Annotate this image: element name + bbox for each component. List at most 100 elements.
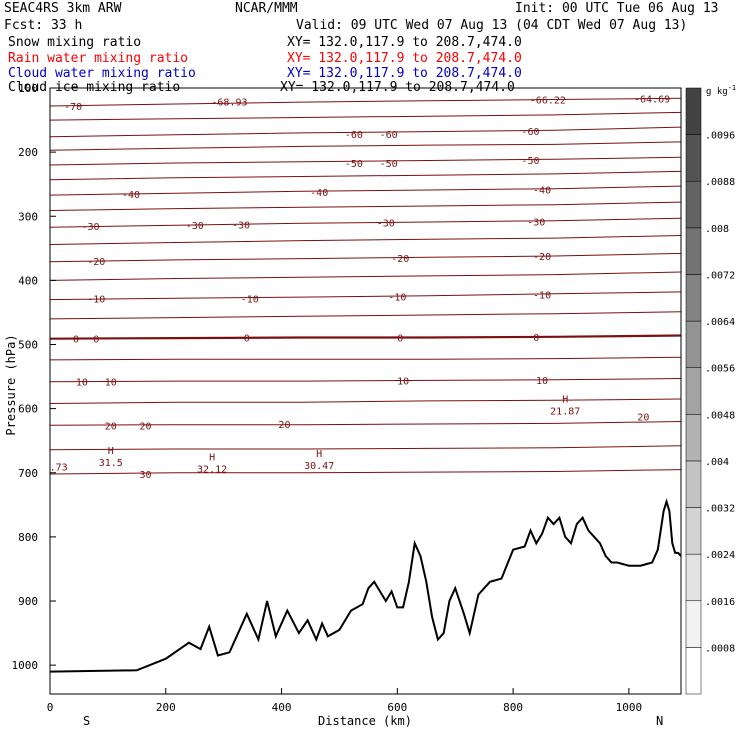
contour-label: 0	[244, 333, 250, 344]
contour-label: -60	[521, 127, 539, 138]
y-tick-label: 300	[18, 210, 38, 223]
colorbar-swatch	[685, 274, 702, 322]
contour-label: -10	[241, 294, 259, 305]
isotherm-minus-35	[50, 201, 681, 211]
x-tick-label: 400	[272, 701, 292, 714]
isotherm-minus-5	[50, 311, 681, 320]
contour-label: -30	[81, 222, 99, 233]
contour-label: 20	[139, 421, 151, 432]
colorbar-level: .008	[705, 224, 729, 235]
legend-unit: g kg-1	[706, 84, 736, 97]
isotherm-25	[50, 445, 681, 451]
contour-label: -50	[521, 156, 539, 167]
colorbar-level: .0032	[705, 504, 735, 515]
contour-label: .73	[50, 462, 68, 473]
contour-label: -10	[533, 290, 551, 301]
contour-label: -66.22	[530, 96, 566, 107]
colorbar-swatch	[685, 134, 702, 182]
y-tick-label: 500	[18, 339, 38, 352]
colorbar-swatch	[685, 87, 702, 135]
y-tick-label: 400	[18, 274, 38, 287]
colorbar-swatch	[685, 507, 702, 555]
init-time: Init: 00 UTC Tue 06 Aug 13	[515, 1, 719, 16]
field-xy-rain: XY= 132.0,117.9 to 208.7,474.0	[287, 51, 522, 66]
contour-label: -50	[380, 159, 398, 170]
extremum-value: 32.12	[197, 464, 227, 475]
contour-label: -20	[87, 257, 105, 268]
y-tick-label: 800	[18, 531, 38, 544]
y-axis-label: Pressure (hPa)	[4, 334, 18, 435]
extremum-value: 31.5	[99, 458, 123, 469]
contour-label: 30	[139, 470, 151, 481]
contour-label: -30	[232, 221, 250, 232]
x-axis-label: Distance (km)	[318, 714, 412, 728]
contour-label: -64.69	[634, 94, 670, 105]
contour-label: -40	[533, 185, 551, 196]
contour-label: -20	[391, 254, 409, 265]
colorbar-level: .0088	[705, 177, 735, 188]
x-axis-north-label: N	[656, 714, 663, 728]
isotherm-minus-15	[50, 271, 681, 281]
contour-label: -10	[87, 294, 105, 305]
colorbar-level: .0096	[705, 131, 735, 142]
org-label: NCAR/MMM	[235, 1, 298, 16]
contour-label: -30	[377, 219, 395, 230]
field-name-cloud-water: Cloud water mixing ratio	[8, 66, 196, 81]
colorbar-level: .0024	[705, 550, 735, 561]
contour-label: -20	[533, 252, 551, 263]
colorbar-swatch	[685, 320, 702, 368]
contour-label: -50	[345, 159, 363, 170]
model-title: SEAC4RS 3km ARW	[4, 1, 122, 16]
y-tick-label: 100	[18, 82, 38, 95]
contour-label: 10	[536, 376, 548, 387]
x-tick-label: 0	[47, 701, 54, 714]
colorbar-legend: .0008 .0016 .0024 .0032 .004 .0048 .0056 .0064.…	[685, 87, 735, 695]
terrain-profile	[49, 498, 682, 673]
colorbar-swatch	[685, 600, 702, 648]
isotherm-15	[50, 398, 681, 404]
contour-label: -40	[310, 188, 328, 199]
isotherm-minus-65	[50, 111, 681, 121]
field-name-snow: Snow mixing ratio	[8, 35, 142, 50]
field-xy-snow: XY= 132.0,117.9 to 208.7,474.0	[287, 35, 522, 50]
forecast-hour: Fcst: 33 h	[4, 18, 83, 33]
contour-label: 0	[533, 333, 539, 344]
extremum-mark: H	[108, 446, 114, 457]
x-tick-label: 600	[387, 701, 407, 714]
colorbar-swatch	[685, 227, 702, 275]
contour-label: 20	[105, 421, 117, 432]
contour-label: -68.93	[211, 97, 247, 108]
isotherm-minus-40	[50, 185, 681, 196]
isotherm-5	[50, 356, 681, 361]
field-name-rain: Rain water mixing ratio	[8, 51, 189, 66]
isotherm-0	[50, 334, 681, 340]
colorbar-level: .0008	[705, 643, 735, 654]
contour-label: 0	[73, 335, 79, 346]
colorbar-swatch	[685, 460, 702, 508]
isotherm-minus-30	[50, 217, 681, 228]
colorbar-level: .0056	[705, 364, 735, 375]
x-tick-label: 200	[156, 701, 176, 714]
colorbar-swatch	[685, 553, 702, 602]
colorbar-level: .0048	[705, 410, 735, 421]
contour-label: 0	[93, 335, 99, 346]
isotherm-contours	[50, 97, 681, 475]
isotherm-minus-10	[50, 291, 681, 301]
isotherm-minus-25	[50, 235, 681, 245]
contour-label: -30	[186, 221, 204, 232]
colorbar-level: .004	[705, 457, 729, 468]
contour-label: -60	[345, 130, 363, 141]
colorbar-level: .0064	[705, 317, 735, 328]
extremum-value: 21.87	[550, 407, 580, 418]
isotherm-30	[50, 469, 681, 475]
y-tick-label: 600	[18, 403, 38, 416]
extremum-value: 30.47	[304, 461, 334, 472]
isotherm-minus-45	[50, 170, 681, 181]
terrain-line	[49, 498, 682, 673]
colorbar-level: .0072	[705, 270, 735, 281]
colorbar-swatch	[685, 180, 702, 229]
y-tick-label: 700	[18, 467, 38, 480]
x-axis-south-label: S	[83, 714, 90, 728]
y-tick-label: 1000	[12, 659, 39, 672]
